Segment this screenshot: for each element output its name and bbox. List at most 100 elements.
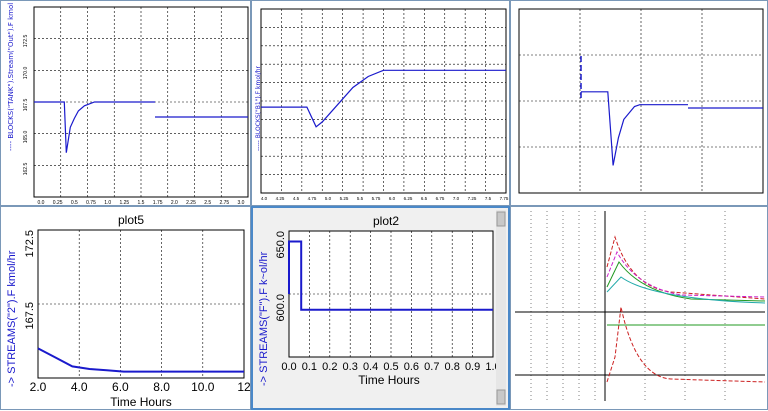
plot-2-y-label: ----- BLOCKS("B1").F kmol/hr [255,65,262,151]
x-tick-label: 2.0 [30,380,47,394]
x-tick-label: 0.3 [343,361,358,373]
x-tick-label: 5.5 [357,196,364,201]
y-tick-label: 600.0 [275,294,287,322]
x-tick-label: 1.0 [104,200,111,206]
x-tick-label: 0.4 [363,361,378,373]
plot-3-series-line [581,91,688,166]
x-tick-label: 0.8 [445,361,460,373]
plot-4-grid [38,230,244,378]
x-tick-label: 10.0 [191,380,215,394]
plot-5-scrollbar-track[interactable] [496,210,506,406]
x-tick-label: 5.75 [372,196,381,201]
x-tick-label: 4.25 [276,196,285,201]
plot-5-scrollbar-down[interactable] [496,389,506,405]
plot-6-series-red-1 [606,235,766,300]
plot-5-svg: plot2 -> STREAMS("F").F k~ol/hr 650.0 600… [258,210,506,406]
x-tick-label: 6.0 [112,380,129,394]
y-tick-label: 162.5 [23,163,29,176]
x-tick-label: 0.75 [86,200,96,206]
plot-6-svg [515,211,766,401]
plot-panel-6[interactable] [510,206,768,410]
x-tick-label: 1.25 [119,200,129,206]
x-tick-label: 0.9 [465,361,480,373]
x-tick-label: 6.5 [421,196,428,201]
plot-4-title: plot5 [118,213,144,227]
x-tick-label: 1.5 [138,200,145,206]
x-tick-label: 2.25 [186,200,196,206]
y-tick-label: 167.5 [23,99,29,112]
y-tick-label: 650.0 [275,231,287,259]
plot-4-y-ticks: 172.5 167.5 [24,230,36,330]
plot-5-y-ticks: 650.0 600.0 [275,231,287,322]
x-tick-label: 0.25 [53,200,63,206]
plot-1-series-line [34,101,155,153]
x-tick-label: 2.75 [219,200,229,206]
plot-5-series-line [288,240,493,311]
plot-1-x-ticks: 0.0 0.25 0.5 0.75 1.0 1.25 1.5 1.75 2.0 2.25 2.5 2.… [38,200,245,206]
plot-panel-1[interactable]: ---- BLOCKS("TANK").Stream("Out").F kmol… [0,0,251,206]
plot-panel-5[interactable]: plot2 -> STREAMS("F").F k~ol/hr 650.0 600… [251,206,510,410]
x-tick-label: 7.5 [485,196,492,201]
x-tick-label: 4.75 [308,196,317,201]
plot-2-x-ticks: 4.0 4.25 4.5 4.75 5.0 5.25 5.5 5.75 6.0 6.25 6.5 6.… [261,196,509,201]
x-tick-label: 7.0 [453,196,460,201]
plot-4-frame [37,229,245,379]
x-tick-label: 2.5 [204,200,211,206]
plot-1-svg: ---- BLOCKS("TANK").Stream("Out").F kmol… [7,3,249,206]
plot-4-x-ticks: 2.0 4.0 6.0 8.0 10.0 12 [30,380,251,394]
x-tick-label: 4.5 [293,196,300,201]
plot-2-series-line [261,69,506,128]
y-tick-label: 172.5 [24,230,36,258]
x-tick-label: 2.0 [171,200,178,206]
plot-6-series-green [606,261,766,302]
x-tick-label: 0.1 [302,361,317,373]
y-tick-label: 165.0 [23,131,29,144]
x-tick-label: 0.2 [322,361,337,373]
plot-4-x-label: Time Hours [110,395,172,409]
plot-5-grid [289,231,493,357]
plot-1-y-label: ---- BLOCKS("TANK").Stream("Out").F kmol [7,3,15,151]
x-tick-label: 4.0 [261,196,268,201]
x-tick-label: 0.7 [424,361,439,373]
plot-3-svg [518,8,764,194]
y-tick-label: 170.0 [23,67,29,80]
plot-5-x-label: Time Hours [358,373,420,387]
plot-4-svg: plot5 -> STREAMS("2").F kmol/hr 172.5 167… [6,213,251,409]
plot-3-grid [519,9,763,193]
x-tick-label: 1.75 [153,200,163,206]
x-tick-label: 0.5 [383,361,398,373]
x-tick-label: 0.0 [38,200,45,206]
plot-6-frame [515,211,765,401]
plot-4-series-line [37,347,244,373]
x-tick-label: 8.0 [153,380,170,394]
plot-2-grid [261,9,506,193]
plot-panel-3[interactable] [510,0,768,206]
x-tick-label: 7.25 [468,196,477,201]
plot-5-scrollbar-up[interactable] [496,211,506,227]
plot-1-y-ticks: 172.5 170.0 167.5 165.0 162.5 [23,35,29,176]
x-tick-label: 0.5 [71,200,78,206]
plot-panel-4[interactable]: plot5 -> STREAMS("2").F kmol/hr 172.5 167… [0,206,251,410]
plot-6-series-red-2 [606,306,766,383]
plot-6-series-magenta [606,250,766,298]
x-tick-label: 0.6 [404,361,419,373]
plot-2-svg: ----- BLOCKS("B1").F kmol/hr 4.0 4.25 4.5 4… [255,8,509,201]
y-tick-label: 172.5 [23,35,29,48]
x-tick-label: 0.0 [281,361,296,373]
x-tick-label: 7.75 [500,196,509,201]
x-tick-label: 6.25 [404,196,413,201]
plot-4-y-label: -> STREAMS("2").F kmol/hr [6,250,18,387]
plot-5-x-ticks: 0.0 0.1 0.2 0.3 0.4 0.5 0.6 0.7 0.8 0.9 1.0 [281,361,500,373]
plot-panel-2[interactable]: ----- BLOCKS("B1").F kmol/hr 4.0 4.25 4.5 4… [251,0,510,206]
x-tick-label: 12 [237,380,251,394]
x-tick-label: 6.75 [436,196,445,201]
y-tick-label: 167.5 [24,302,36,330]
plot-5-y-label: -> STREAMS("F").F k~ol/hr [258,251,270,386]
x-tick-label: 4.0 [71,380,88,394]
x-tick-label: 6.0 [389,196,396,201]
x-tick-label: 3.0 [238,200,245,206]
x-tick-label: 5.0 [325,196,332,201]
x-tick-label: 5.25 [340,196,349,201]
plot-6-series-cyan [606,276,766,304]
plot-5-title: plot2 [373,214,399,228]
